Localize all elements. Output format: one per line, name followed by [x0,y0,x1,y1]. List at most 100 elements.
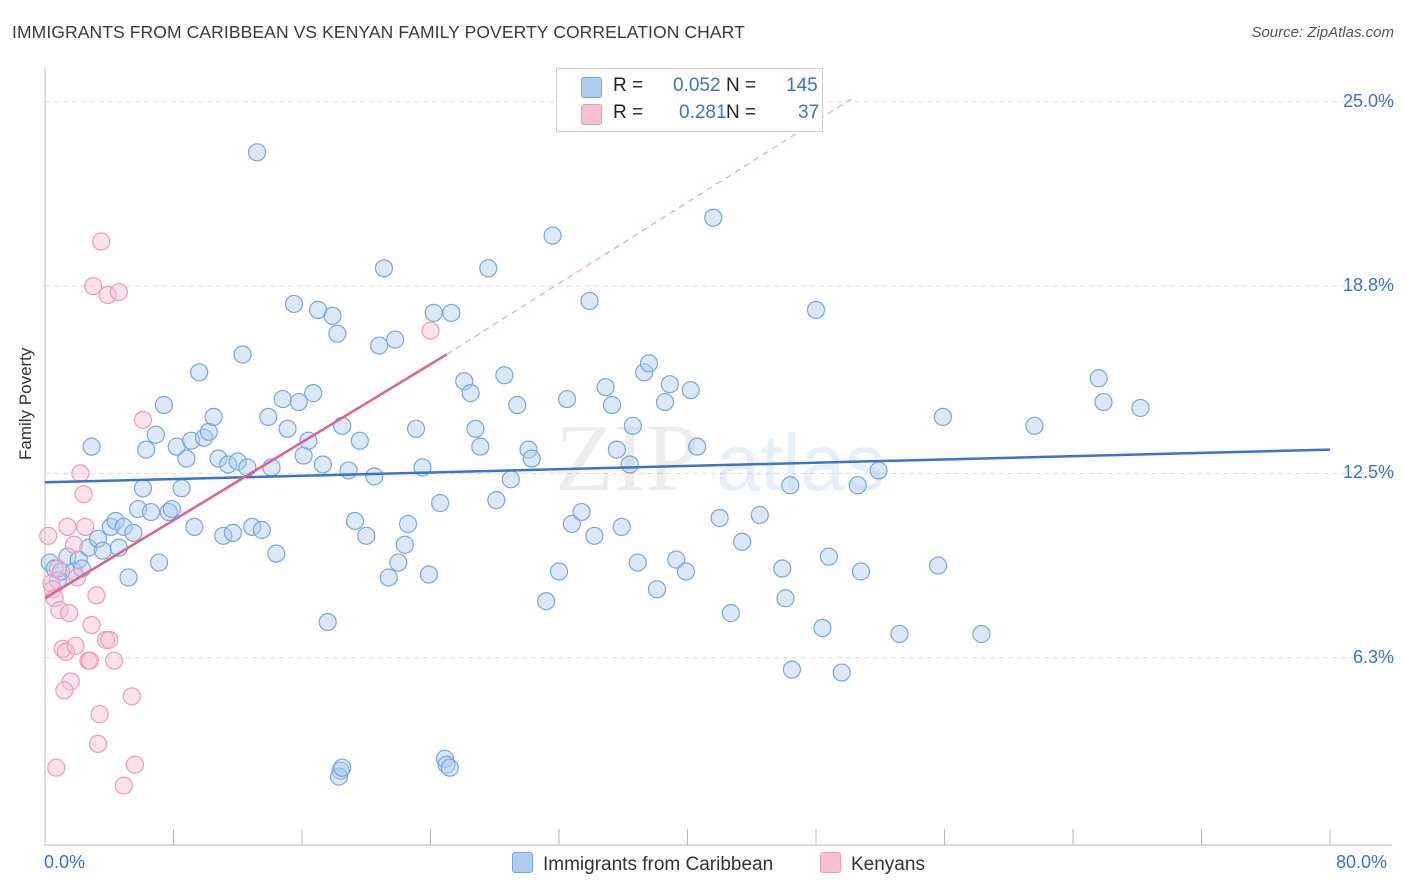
data-point-caribbean [721,604,740,623]
data-point-caribbean [435,749,455,768]
data-point-caribbean [607,440,626,459]
data-point-kenyans [92,232,111,251]
data-point-kenyans [104,651,124,670]
data-point-caribbean [374,259,394,278]
data-point-kenyans [133,410,153,429]
data-point-caribbean [350,431,369,450]
n-value: 145 [786,75,818,96]
data-point-caribbean [247,143,267,162]
caribbean-swatch [512,852,533,873]
data-point-caribbean [185,517,204,537]
data-point-caribbean [832,663,851,682]
source-label: Source: ZipAtlas.com [1251,24,1394,41]
data-point-caribbean [333,758,352,777]
n-value: 37 [798,102,820,123]
data-point-caribbean [159,502,178,522]
n-label: N = [726,75,757,96]
data-point-caribbean [386,330,405,349]
data-point-kenyans [55,681,74,700]
data-point-caribbean [620,455,639,474]
watermark: ZIP atlas [555,404,885,511]
data-point-caribbean [733,532,752,551]
data-point-caribbean [848,476,867,495]
data-point-caribbean [1089,369,1108,388]
data-point-kenyans [88,734,108,754]
data-point-kenyans [84,277,103,296]
data-point-kenyans [58,517,77,537]
data-point-caribbean [437,755,456,774]
y-tick-label: 12.5% [1342,462,1394,483]
data-point-caribbean [190,363,209,382]
data-point-caribbean [466,419,485,438]
data-point-caribbean [819,547,838,566]
data-point-caribbean [972,624,991,644]
data-point-caribbean [773,559,792,578]
data-point-caribbean [635,363,654,382]
y-tick-label: 25.0% [1342,90,1394,111]
data-point-caribbean [1131,398,1150,418]
data-point-kenyans [64,535,84,554]
data-point-caribbean [141,502,161,522]
stats-legend: R = 0.052 N = 145 R = 0.281 N = 37 [556,68,823,132]
data-point-caribbean [442,303,461,322]
data-point-caribbean [572,502,591,522]
data-point-caribbean [146,425,165,444]
data-point-kenyans [109,282,128,302]
data-point-caribbean [508,395,527,415]
data-point-kenyans [80,651,100,670]
data-point-caribbean [776,589,795,608]
r-value: 0.281 [679,102,727,123]
data-point-caribbean [681,381,700,400]
data-point-caribbean [585,526,604,545]
data-point-caribbean [267,544,286,563]
data-point-caribbean [398,514,418,534]
data-point-caribbean [313,455,332,474]
data-point-caribbean [419,565,438,584]
data-point-kenyans [100,630,119,649]
legend-item-caribbean[interactable]: Immigrants from Caribbean [512,852,773,876]
data-point-caribbean [750,505,769,525]
data-point-caribbean [114,517,133,537]
data-point-caribbean [133,479,153,498]
data-point-kenyans [125,755,145,774]
data-point-kenyans [48,559,67,578]
data-point-caribbean [667,550,686,569]
data-point-kenyans [47,758,66,777]
n-label: N = [726,102,757,123]
data-point-caribbean [259,407,278,427]
data-point-caribbean [339,461,358,480]
data-point-kenyans [122,687,141,706]
trend-lines [44,95,1331,600]
legend-label-kenyans: Kenyans [851,854,925,875]
data-point-caribbean [440,758,459,777]
data-point-caribbean [487,491,506,510]
watermark-zip: ZIP [555,404,699,511]
data-point-caribbean [345,511,365,531]
data-point-caribbean [549,562,569,581]
data-point-caribbean [676,562,695,581]
kenyans-swatch [581,104,602,125]
data-point-kenyans [61,672,80,691]
data-point-caribbean [869,461,888,480]
y-tick-label: 6.3% [1352,646,1394,667]
legend-item-kenyans[interactable]: Kenyans [820,852,925,876]
data-point-caribbean [890,624,909,644]
data-point-caribbean [479,259,498,278]
data-point-caribbean [557,389,577,409]
data-point-caribbean [365,467,384,486]
data-point-caribbean [395,535,414,554]
data-point-caribbean [543,226,562,245]
data-point-caribbean [284,294,304,314]
data-point-kenyans [74,485,93,504]
trend-line-kenyans [44,353,448,600]
data-point-caribbean [318,612,337,632]
data-point-caribbean [389,553,408,572]
series-kenyans-points [39,232,440,795]
data-point-caribbean [238,458,257,477]
data-point-caribbean [522,449,541,468]
series-caribbean-points [40,143,1150,786]
data-point-caribbean [88,529,108,548]
kenyans-swatch [820,852,841,873]
data-point-kenyans [90,705,109,724]
